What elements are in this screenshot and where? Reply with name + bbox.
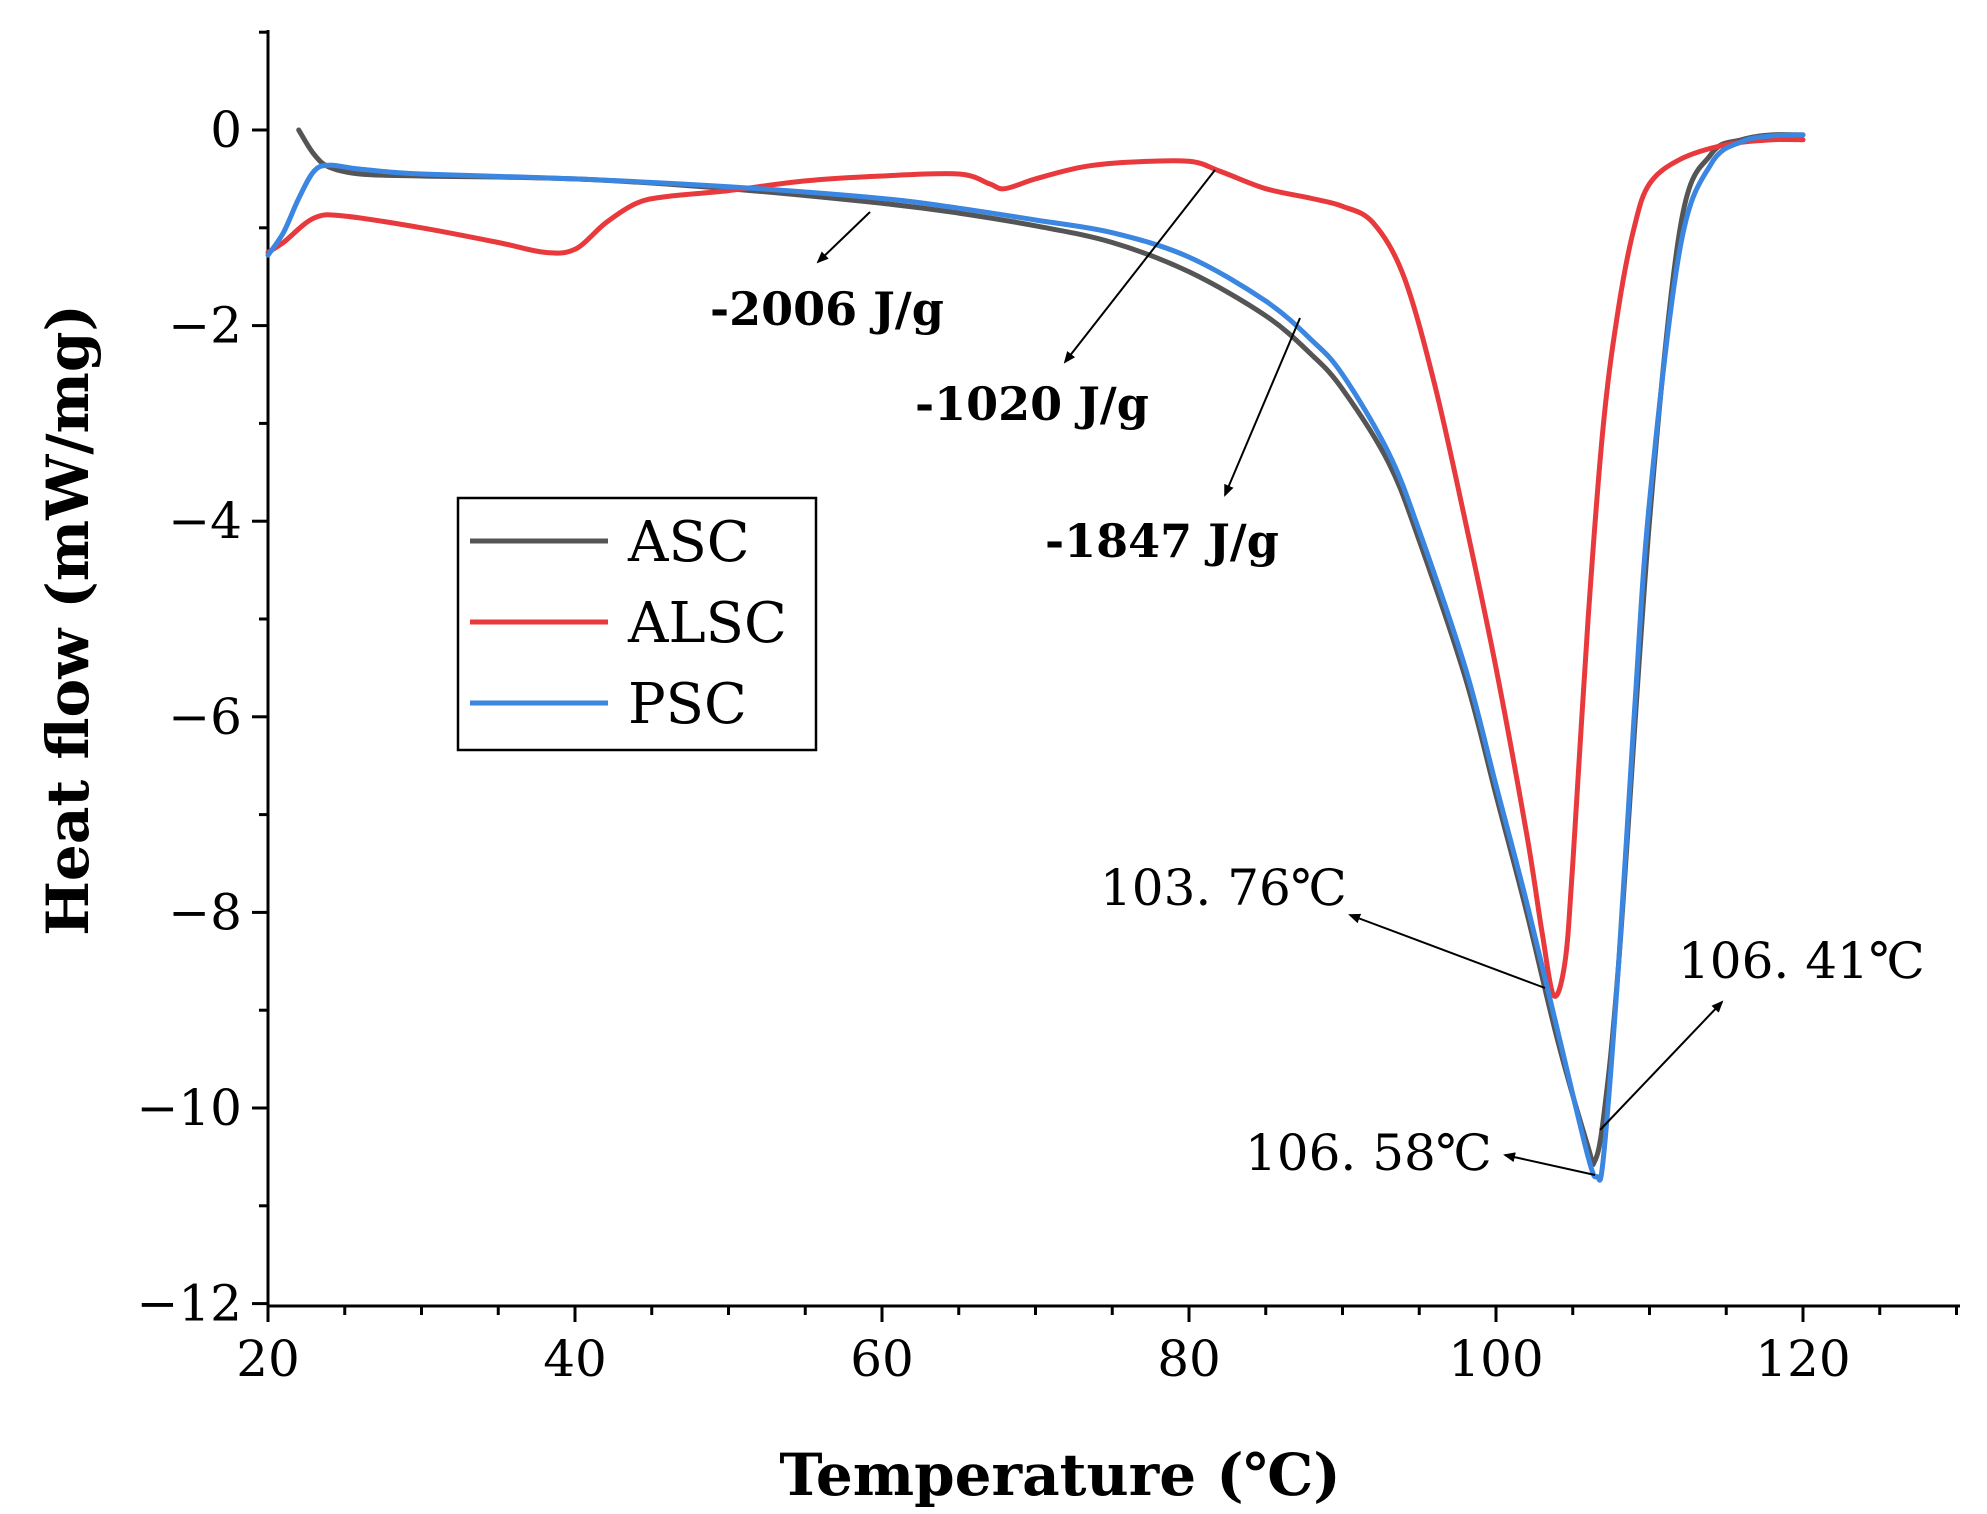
y-tick-label: −10 [136,1079,242,1137]
arrow-103-76 [1348,913,1546,989]
arrow-1847 [1224,317,1301,497]
x-tick-label: 20 [236,1330,300,1388]
annotation-1020: -1020 J/g [915,377,1149,431]
x-tick-label: 80 [1157,1330,1221,1388]
y-tick-label: −12 [136,1275,242,1333]
series-line-alsc [265,136,1806,999]
annotation-103-76: 103. 76℃ [1100,859,1347,917]
arrow-106-41 [1599,1000,1724,1131]
y-tick-label: −4 [168,492,242,550]
arrow-106-58 [1503,1152,1596,1176]
annotation-arrows [816,169,1724,1176]
series-layer [265,127,1806,1183]
annotation-2006: -2006 J/g [710,282,944,336]
arrow-2006 [816,211,871,264]
x-tick-label: 60 [850,1330,914,1388]
y-axis-title: Heat flow (mW/mg) [34,304,102,936]
annotation-106-41: 106. 41℃ [1678,932,1925,990]
y-axis-ticks: 0 −2 −4 −6 −8 −10 −12 [136,30,268,1333]
y-tick-label: −2 [168,297,242,355]
legend-label-psc: PSC [628,672,747,737]
x-tick-label: 100 [1448,1330,1543,1388]
x-axis-ticks: 20 40 60 80 100 120 [236,1306,1958,1388]
arrow-1020 [1063,169,1216,364]
legend-label-asc: ASC [627,510,750,575]
legend: ASC ALSC PSC [456,496,818,752]
annotation-1847: -1847 J/g [1045,514,1279,568]
series-line-psc [265,132,1806,1183]
annotation-106-58: 106. 58℃ [1245,1124,1492,1182]
legend-label-alsc: ALSC [627,591,787,656]
y-tick-label: −8 [168,883,242,941]
x-tick-label: 40 [543,1330,607,1388]
x-axis-title: Temperature (℃) [779,1441,1340,1509]
x-tick-label: 120 [1755,1330,1850,1388]
y-tick-label: −6 [168,688,242,746]
y-tick-label: 0 [210,101,242,159]
